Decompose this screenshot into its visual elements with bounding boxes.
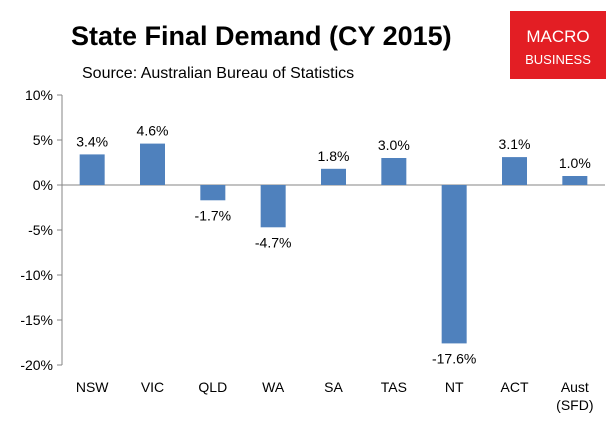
data-label: -17.6% <box>432 350 476 366</box>
data-label: 1.8% <box>318 148 350 164</box>
bar-sa <box>321 168 346 185</box>
y-tick-label: 10% <box>25 87 53 103</box>
chart-title: State Final Demand (CY 2015) <box>71 21 452 51</box>
bar-nt <box>441 185 467 344</box>
x-tick-label: TAS <box>381 379 407 395</box>
x-tick-label: NT <box>445 379 464 395</box>
logo-line2: BUSINESS <box>525 52 591 67</box>
bar-vic <box>140 143 165 185</box>
x-tick-label: Aust (SFD) <box>556 379 593 413</box>
y-tick-label: -15% <box>20 312 53 328</box>
data-label: 3.1% <box>499 136 531 152</box>
x-tick-label: VIC <box>141 379 164 395</box>
data-label: 1.0% <box>559 155 591 171</box>
logo-background <box>510 11 606 79</box>
x-tick-label: QLD <box>198 379 227 395</box>
y-tick-labels: 10% 5% 0% -5% -10% -15% -20% <box>20 87 53 373</box>
bar-tas <box>381 158 407 185</box>
y-tick-label: 5% <box>33 132 53 148</box>
data-labels: 3.4% 4.6% -1.7% -4.7% 1.8% 3.0% -17.6% 3.1% 1.0% <box>76 123 591 367</box>
bar-aust <box>562 176 588 185</box>
x-tick-label: ACT <box>501 379 529 395</box>
bar-qld <box>200 185 226 201</box>
x-tick-label: NSW <box>76 379 109 395</box>
y-tick-label: -5% <box>28 222 53 238</box>
chart-subtitle: Source: Australian Bureau of Statistics <box>82 65 354 82</box>
x-tick-labels: NSW VIC QLD WA SA TAS NT ACT Aust (SFD) <box>76 379 594 413</box>
y-tick-label: -20% <box>20 357 53 373</box>
y-tick-label: -10% <box>20 267 53 283</box>
bar-nsw <box>79 154 105 185</box>
data-label: 3.4% <box>76 133 108 149</box>
x-tick-label: SA <box>324 379 343 395</box>
y-tick-label: 0% <box>33 177 53 193</box>
bar-wa <box>260 185 286 228</box>
logo-line1: MACRO <box>526 27 589 46</box>
data-label: 3.0% <box>378 137 410 153</box>
bars <box>79 143 588 344</box>
macrobusiness-logo: MACRO BUSINESS <box>510 11 606 79</box>
data-label: 4.6% <box>137 123 169 139</box>
data-label: -4.7% <box>255 234 292 250</box>
bar-act <box>502 157 527 185</box>
data-label: -1.7% <box>195 207 232 223</box>
x-tick-label: WA <box>262 379 285 395</box>
